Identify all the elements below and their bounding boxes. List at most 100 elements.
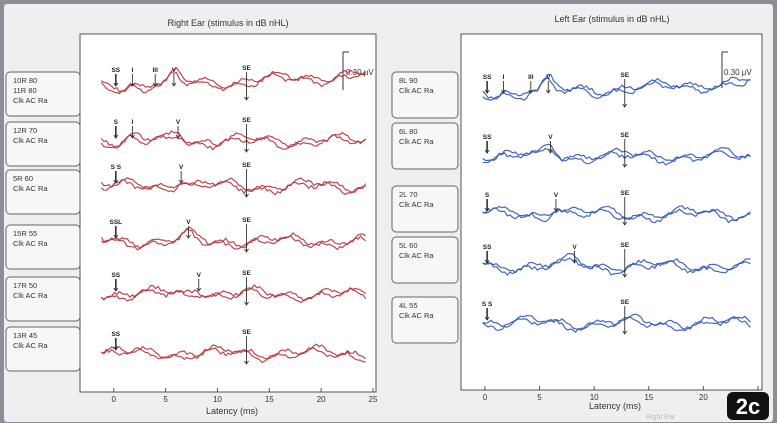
right-trace-label-text: 5R 60 bbox=[13, 174, 33, 183]
left-peak-arrow bbox=[622, 221, 628, 226]
left-peak-label: SS bbox=[483, 74, 492, 81]
right-peak-label: SS bbox=[111, 67, 120, 74]
right-ear-x-axis-label: Latency (ms) bbox=[206, 406, 258, 416]
right-trace-label-text: 10R 80 bbox=[13, 76, 37, 85]
right-peak-arrow bbox=[113, 234, 119, 239]
right-trace-label-text: 13R 45 bbox=[13, 331, 37, 340]
right-trace-line bbox=[101, 287, 367, 304]
left-peak-arrow bbox=[622, 103, 628, 108]
right-trace-label-frame bbox=[5, 276, 81, 322]
right-trace-line bbox=[100, 227, 367, 251]
right-trace-line bbox=[100, 133, 367, 151]
left-peak-label: SE bbox=[620, 242, 629, 249]
left-trace-label-text: Clk AC Ra bbox=[399, 86, 434, 95]
right-ear-plot-panel bbox=[79, 33, 377, 393]
left-peak-arrow bbox=[484, 316, 490, 321]
left-peak-label: SS bbox=[483, 134, 492, 141]
left-trace-label-frame bbox=[391, 185, 459, 233]
right-ear-x-tick-label: 25 bbox=[369, 395, 378, 404]
left-ear-x-axis-label: Latency (ms) bbox=[589, 401, 641, 411]
right-trace-label-frame bbox=[5, 71, 81, 117]
left-trace-label-frame bbox=[391, 71, 459, 119]
left-ear-x-tick-label: 10 bbox=[590, 393, 599, 402]
right-trace-label-text: 15R 55 bbox=[13, 229, 37, 238]
right-peak-label: V bbox=[186, 219, 191, 226]
right-peak-arrow bbox=[113, 287, 119, 292]
right-peak-arrow bbox=[244, 248, 249, 253]
left-trace-label-text: 2L 70 bbox=[399, 190, 418, 199]
right-peak-arrow bbox=[244, 193, 249, 198]
right-peak-arrow bbox=[244, 148, 249, 153]
left-trace-label-frame bbox=[391, 296, 459, 344]
left-peak-label: V bbox=[546, 74, 551, 81]
right-trace-label-text: 12R 70 bbox=[13, 126, 37, 135]
right-peak-label: SE bbox=[242, 329, 251, 336]
left-trace-label-frame bbox=[391, 236, 459, 284]
right-trace-label-text: Clk AC Ra bbox=[13, 341, 48, 350]
right-trace-label-text: Clk AC Ra bbox=[13, 184, 48, 193]
right-ear-x-tick-label: 20 bbox=[317, 395, 326, 404]
left-peak-label: S bbox=[485, 192, 490, 199]
left-ear-title: Left Ear (stimulus in dB nHL) bbox=[554, 14, 669, 24]
left-trace-line bbox=[482, 147, 751, 166]
right-trace-line bbox=[101, 67, 367, 93]
left-peak-label: I bbox=[503, 74, 505, 81]
right-peak-label: I bbox=[132, 67, 134, 74]
left-peak-arrow bbox=[484, 259, 490, 264]
right-peak-arrow bbox=[244, 96, 249, 101]
right-trace-label-text: 17R 50 bbox=[13, 281, 37, 290]
left-trace-line bbox=[482, 257, 751, 276]
corner-text: Right Ear bbox=[646, 414, 676, 421]
left-trace-line bbox=[482, 253, 751, 274]
left-trace-label-text: 4L 55 bbox=[399, 301, 418, 310]
right-peak-label: S bbox=[114, 119, 119, 126]
left-trace-line bbox=[482, 207, 751, 224]
left-peak-arrow bbox=[622, 163, 628, 168]
left-peak-arrow bbox=[553, 207, 559, 212]
left-peak-label: III bbox=[528, 74, 534, 81]
right-trace-label-frame bbox=[5, 121, 81, 167]
right-peak-label: SE bbox=[242, 162, 251, 169]
right-trace-line bbox=[100, 130, 367, 148]
right-trace-label-frame bbox=[5, 169, 81, 215]
right-trace-label-frame bbox=[5, 326, 81, 372]
right-peak-arrow bbox=[113, 134, 119, 139]
right-trace-line bbox=[101, 347, 366, 363]
left-peak-label: SS bbox=[483, 244, 492, 251]
figure-label: 2c bbox=[736, 394, 760, 419]
left-ear-x-tick-label: 15 bbox=[644, 393, 653, 402]
right-peak-label: III bbox=[153, 67, 159, 74]
left-trace-label-text: Clk AC Ra bbox=[399, 137, 434, 146]
right-ear-title: Right Ear (stimulus in dB nHL) bbox=[167, 18, 288, 28]
left-trace-label-text: Clk AC Ra bbox=[399, 200, 434, 209]
right-peak-arrow bbox=[175, 134, 181, 139]
left-trace-label-text: 5L 60 bbox=[399, 241, 418, 250]
right-peak-arrow bbox=[113, 179, 119, 184]
left-ear-x-tick-label: 20 bbox=[699, 393, 708, 402]
left-trace-line bbox=[482, 316, 751, 333]
left-trace-label-text: 8L 90 bbox=[399, 76, 418, 85]
right-peak-label: SE bbox=[242, 65, 251, 72]
right-peak-label: SE bbox=[242, 217, 251, 224]
right-peak-label: V bbox=[172, 67, 177, 74]
right-peak-arrow bbox=[186, 234, 191, 239]
left-peak-arrow bbox=[545, 89, 551, 94]
left-peak-arrow bbox=[572, 259, 577, 264]
right-peak-arrow bbox=[152, 82, 158, 87]
left-trace-line bbox=[482, 143, 751, 163]
right-ear-x-tick-label: 5 bbox=[163, 395, 168, 404]
right-peak-label: V bbox=[197, 272, 202, 279]
right-peak-arrow bbox=[244, 301, 249, 306]
right-peak-label: I bbox=[132, 119, 134, 126]
right-peak-label: S S bbox=[111, 164, 122, 171]
